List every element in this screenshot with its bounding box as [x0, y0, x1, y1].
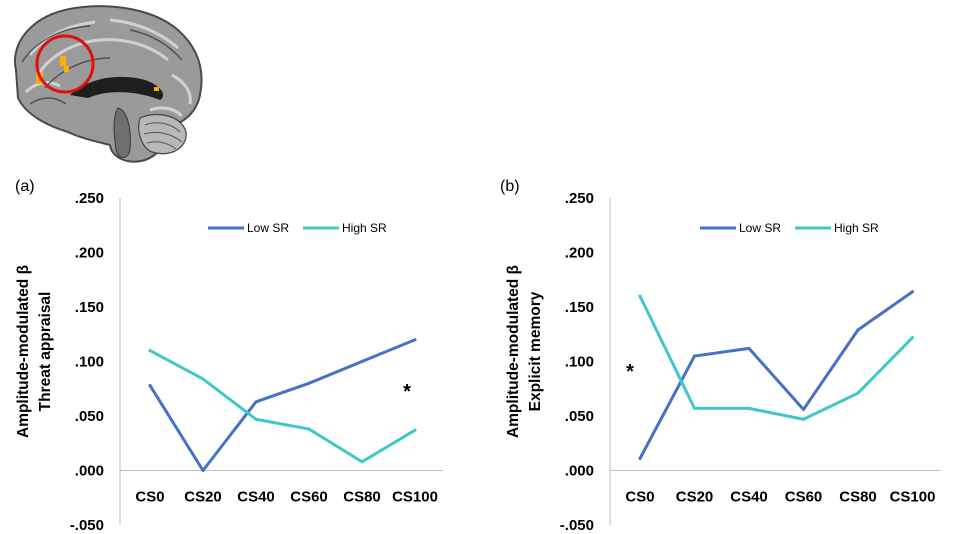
data-point-low-sr — [856, 328, 860, 332]
data-point-high-sr — [360, 460, 364, 464]
x-tick-label: CS80 — [839, 489, 877, 506]
legend-label: Low SR — [247, 221, 289, 235]
data-point-high-sr — [911, 336, 914, 340]
brain-sagittal-slice-icon — [13, 5, 203, 163]
data-point-low-sr — [413, 338, 417, 342]
y-tick-label: .000 — [75, 463, 104, 480]
data-point-low-sr — [307, 381, 311, 385]
legend-label: High SR — [342, 221, 387, 235]
data-point-high-sr — [201, 377, 205, 381]
series-line-high-sr — [638, 294, 914, 421]
y-tick-label: .250 — [565, 190, 594, 207]
y-axis-label: Explicit memory — [527, 291, 544, 411]
x-tick-label: CS60 — [290, 489, 328, 506]
y-tick-label: .100 — [75, 354, 104, 371]
y-tick-label: .200 — [75, 245, 104, 262]
x-tick-label: CS40 — [730, 489, 768, 506]
y-axis-label: Amplitude-modulated β — [15, 265, 32, 438]
x-tick-label: CS40 — [237, 489, 275, 506]
data-point-high-sr — [413, 428, 417, 432]
x-tick-label: CS100 — [392, 489, 438, 506]
data-point-high-sr — [638, 294, 642, 298]
legend-label: High SR — [834, 221, 879, 235]
data-point-low-sr — [693, 354, 696, 358]
significance-asterisk: * — [403, 381, 411, 403]
legend-label: Low SR — [739, 221, 781, 235]
data-point-low-sr — [747, 346, 751, 350]
data-point-high-sr — [254, 417, 258, 421]
data-point-high-sr — [856, 391, 860, 395]
data-point-low-sr — [911, 290, 914, 294]
series-line-high-sr — [148, 349, 417, 464]
y-tick-label: -.050 — [70, 517, 104, 534]
y-tick-label: .100 — [565, 354, 594, 371]
series-line-low-sr — [148, 338, 417, 472]
y-tick-label: .000 — [565, 463, 594, 480]
y-tick-label: .150 — [565, 299, 594, 316]
data-point-high-sr — [802, 417, 805, 421]
data-point-high-sr — [148, 349, 152, 353]
data-point-high-sr — [693, 406, 696, 410]
x-tick-label: CS60 — [785, 489, 823, 506]
y-tick-label: .050 — [75, 408, 104, 425]
data-point-low-sr — [148, 383, 152, 387]
series-line-low-sr — [638, 290, 914, 461]
x-tick-label: CS20 — [184, 489, 222, 506]
data-point-low-sr — [254, 400, 258, 404]
y-tick-label: -.050 — [560, 517, 594, 534]
x-tick-label: CS0 — [135, 489, 164, 506]
x-tick-label: CS20 — [676, 489, 714, 506]
y-tick-label: .050 — [565, 408, 594, 425]
y-tick-label: .200 — [565, 245, 594, 262]
significance-asterisk: * — [626, 361, 634, 383]
y-tick-label: .150 — [75, 299, 104, 316]
panel-label: (a) — [15, 178, 35, 195]
data-point-low-sr — [360, 360, 364, 363]
y-axis-label: Threat appraisal — [37, 292, 54, 412]
x-tick-label: CS0 — [625, 489, 654, 506]
x-tick-label: CS80 — [343, 489, 381, 506]
panel-label: (b) — [500, 178, 520, 195]
data-point-low-sr — [802, 407, 805, 411]
data-point-low-sr — [638, 457, 642, 461]
data-point-low-sr — [201, 469, 205, 472]
data-point-high-sr — [307, 427, 311, 431]
data-point-high-sr — [747, 406, 751, 410]
y-axis-label: Amplitude-modulated β — [505, 265, 522, 438]
x-tick-label: CS100 — [890, 489, 936, 506]
y-tick-label: .250 — [75, 190, 104, 207]
